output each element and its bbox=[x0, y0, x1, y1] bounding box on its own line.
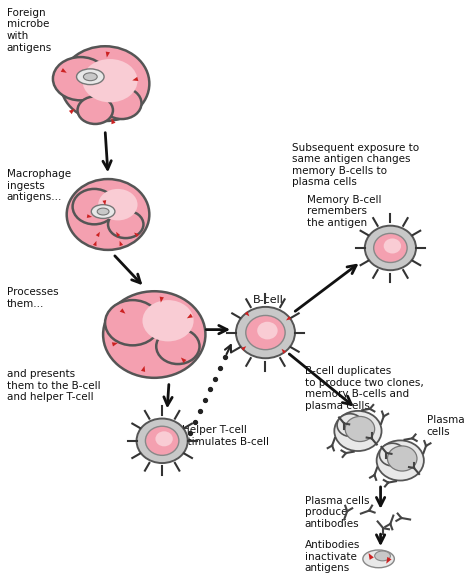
Ellipse shape bbox=[143, 300, 193, 342]
Ellipse shape bbox=[98, 189, 137, 220]
Ellipse shape bbox=[73, 189, 116, 224]
Ellipse shape bbox=[379, 443, 405, 466]
Ellipse shape bbox=[67, 179, 149, 250]
Ellipse shape bbox=[387, 446, 417, 471]
Text: B-cell duplicates
to produce two clones,
memory B-cells and
plasma cells: B-cell duplicates to produce two clones,… bbox=[305, 366, 424, 411]
Polygon shape bbox=[112, 342, 118, 346]
Polygon shape bbox=[119, 241, 123, 246]
Ellipse shape bbox=[363, 550, 394, 568]
Polygon shape bbox=[93, 241, 97, 246]
Ellipse shape bbox=[156, 329, 200, 364]
Text: Plasma
cells: Plasma cells bbox=[427, 415, 465, 437]
Ellipse shape bbox=[82, 59, 137, 102]
Ellipse shape bbox=[377, 440, 424, 481]
Ellipse shape bbox=[246, 316, 285, 350]
Ellipse shape bbox=[383, 238, 401, 253]
Polygon shape bbox=[102, 200, 106, 205]
Text: Plasma cells
produce
antibodies: Plasma cells produce antibodies bbox=[305, 496, 369, 529]
Polygon shape bbox=[134, 233, 139, 237]
Polygon shape bbox=[96, 232, 100, 237]
Text: Processes
them...: Processes them... bbox=[7, 287, 58, 309]
Polygon shape bbox=[187, 314, 193, 318]
Ellipse shape bbox=[83, 73, 97, 81]
Polygon shape bbox=[368, 553, 374, 560]
Polygon shape bbox=[241, 346, 246, 351]
Ellipse shape bbox=[76, 69, 104, 85]
Ellipse shape bbox=[108, 211, 144, 238]
Polygon shape bbox=[61, 68, 67, 73]
Polygon shape bbox=[286, 316, 291, 320]
Ellipse shape bbox=[103, 291, 205, 378]
Polygon shape bbox=[132, 77, 138, 81]
Polygon shape bbox=[386, 557, 392, 564]
Polygon shape bbox=[87, 214, 92, 218]
Ellipse shape bbox=[257, 322, 278, 339]
Text: B-cell: B-cell bbox=[253, 295, 283, 305]
Polygon shape bbox=[245, 311, 249, 316]
Polygon shape bbox=[69, 109, 75, 114]
Text: Subsequent exposure to
same antigen changes
memory B-cells to
plasma cells: Subsequent exposure to same antigen chan… bbox=[292, 143, 419, 187]
Ellipse shape bbox=[137, 419, 188, 463]
Polygon shape bbox=[116, 232, 120, 237]
Ellipse shape bbox=[61, 46, 149, 121]
Polygon shape bbox=[160, 296, 164, 303]
Text: and presents
them to the B-cell
and helper T-cell: and presents them to the B-cell and help… bbox=[7, 369, 100, 402]
Ellipse shape bbox=[105, 300, 160, 345]
Polygon shape bbox=[141, 366, 145, 372]
Ellipse shape bbox=[374, 233, 407, 263]
Ellipse shape bbox=[91, 205, 115, 219]
Ellipse shape bbox=[345, 416, 374, 441]
Ellipse shape bbox=[374, 551, 391, 561]
Polygon shape bbox=[119, 309, 126, 314]
Ellipse shape bbox=[236, 307, 295, 358]
Polygon shape bbox=[282, 349, 286, 354]
Polygon shape bbox=[181, 357, 186, 363]
Text: Antibodies
inactivate
antigens: Antibodies inactivate antigens bbox=[305, 540, 360, 574]
Ellipse shape bbox=[155, 432, 173, 447]
Ellipse shape bbox=[97, 208, 109, 215]
Ellipse shape bbox=[334, 411, 382, 451]
Text: Helper T-cell
stimulates B-cell: Helper T-cell stimulates B-cell bbox=[182, 425, 269, 447]
Ellipse shape bbox=[102, 88, 141, 119]
Ellipse shape bbox=[337, 414, 363, 436]
Polygon shape bbox=[106, 52, 110, 57]
Ellipse shape bbox=[146, 426, 179, 455]
Text: Foreign
microbe
with
antigens: Foreign microbe with antigens bbox=[7, 8, 52, 53]
Text: Memory B-cell
remembers
the antigen: Memory B-cell remembers the antigen bbox=[307, 195, 381, 228]
Polygon shape bbox=[111, 118, 116, 124]
Ellipse shape bbox=[53, 57, 108, 100]
Ellipse shape bbox=[365, 226, 416, 270]
Text: Macrophage
ingests
antigens...: Macrophage ingests antigens... bbox=[7, 169, 71, 202]
Ellipse shape bbox=[78, 96, 113, 124]
